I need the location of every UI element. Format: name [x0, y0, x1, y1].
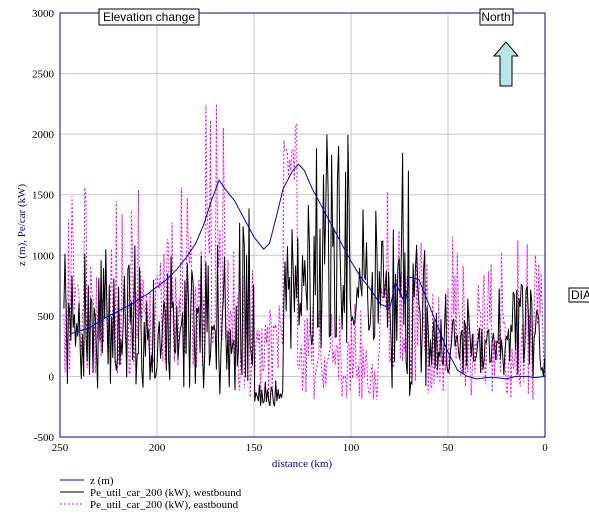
series-group	[63, 103, 546, 407]
y-tick-label: 2000	[32, 129, 55, 141]
x-tick-label: 250	[52, 442, 69, 454]
elevation-change-label: Elevation change	[98, 8, 200, 26]
y-axis-title: z (m), Pe/car (kW)	[16, 183, 28, 266]
legend: z (m) Pe_util_car_200 (kW), westbound Pe…	[60, 475, 242, 511]
series-westbound-line	[63, 134, 546, 407]
north-arrow-icon	[492, 41, 520, 87]
y-tick-label: 0	[49, 371, 55, 383]
x-axis-title: distance (km)	[272, 458, 333, 470]
tick-labels: 250 200 150 100 50 0300025002000150010005000-…	[32, 8, 548, 454]
y-tick-label: 500	[38, 311, 55, 323]
y-tick-label: -500	[34, 432, 55, 444]
x-tick-label: 50	[443, 442, 455, 454]
x-tick-label: 100	[343, 442, 360, 454]
x-tick-label: 200	[149, 442, 166, 454]
plot-area	[60, 13, 545, 437]
plot-frame	[59, 12, 546, 438]
legend-label-z: z (m)	[90, 475, 114, 487]
legend-label-westbound: Pe_util_car_200 (kW), westbound	[90, 487, 242, 499]
x-tick-label: 150	[246, 442, 263, 454]
elevation-change-text: Elevation change	[103, 10, 195, 24]
series-eastbound-line	[63, 103, 546, 401]
dia-text: DIA	[571, 288, 589, 302]
dia-label: DIA	[568, 287, 589, 303]
series-elevation-line	[69, 163, 546, 380]
x-tick-label: 0	[542, 442, 548, 454]
y-tick-label: 2500	[32, 69, 55, 81]
north-text: North	[481, 10, 510, 24]
y-tick-label: 3000	[32, 8, 55, 20]
y-tick-label: 1000	[32, 250, 55, 262]
legend-label-eastbound: Pe_util_car_200 (kW), eastbound	[90, 499, 239, 511]
y-tick-label: 1500	[32, 190, 55, 202]
north-label: North	[479, 8, 514, 26]
